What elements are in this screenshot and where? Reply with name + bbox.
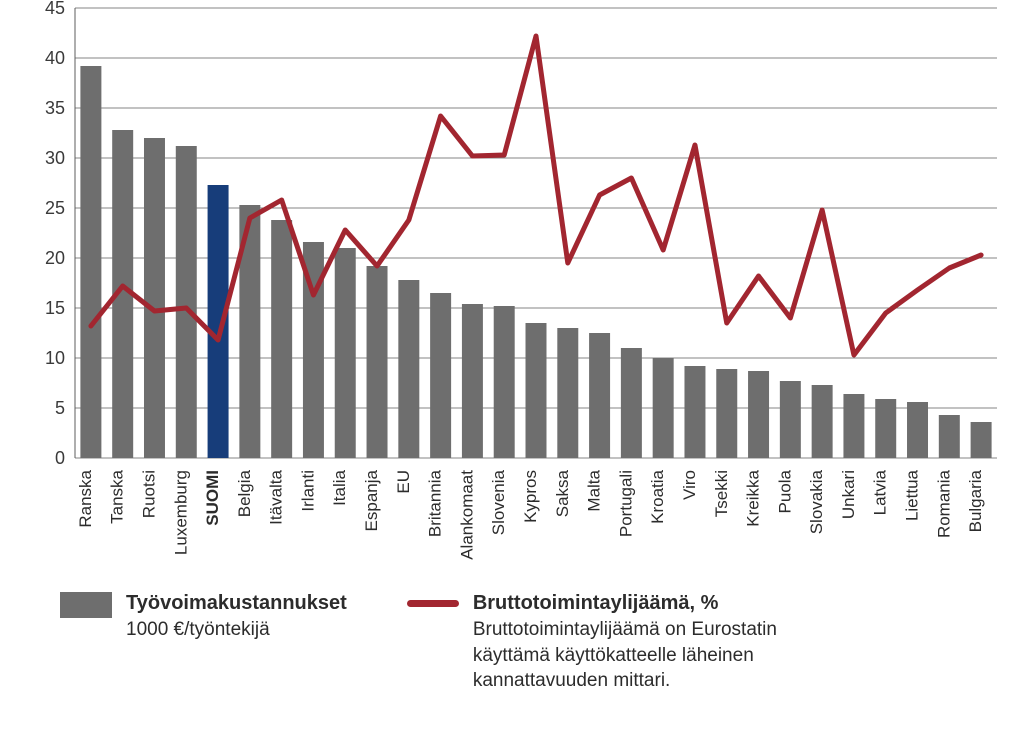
bar [462, 304, 483, 458]
x-category-label: Kroatia [648, 469, 667, 523]
x-category-label: Tanska [108, 469, 127, 523]
y-tick-label: 15 [45, 298, 65, 318]
legend: Työvoimakustannukset 1000 €/työntekijä B… [60, 590, 847, 694]
x-category-label: Tsekki [712, 470, 731, 517]
bar [271, 220, 292, 458]
legend-text-line: Bruttotoimintaylijäämä, % Bruttotoiminta… [473, 590, 847, 694]
bar [557, 328, 578, 458]
x-category-label: Saksa [553, 469, 572, 517]
x-category-label: Kreikka [744, 469, 763, 526]
legend-bar-title: Työvoimakustannukset [126, 592, 347, 614]
x-category-label: Britannia [426, 469, 445, 537]
bar [812, 385, 833, 458]
x-category-label: Alankomaat [457, 470, 476, 560]
x-category-label: Irlanti [298, 470, 317, 512]
x-category-label: Itävalta [267, 469, 286, 524]
x-category-label: Slovenia [489, 469, 508, 535]
bar [716, 369, 737, 458]
x-category-label: Puola [775, 469, 794, 513]
bar [367, 266, 388, 458]
y-tick-label: 40 [45, 48, 65, 68]
bar [780, 381, 801, 458]
bar [971, 422, 992, 458]
bar [335, 248, 356, 458]
legend-bar-sub: 1000 €/työntekijä [126, 619, 270, 640]
x-category-label: Espanja [362, 469, 381, 531]
bar [589, 333, 610, 458]
bar [526, 323, 547, 458]
combo-chart: 0 5 10 15 20 25 30 35 40 45 Ranska Tanska Ruotsi Luxe… [0, 0, 1024, 590]
x-category-label: Ranska [76, 469, 95, 527]
x-category-label: Bulgaria [966, 469, 985, 532]
x-category-label: Liettua [903, 469, 922, 521]
bar [430, 293, 451, 458]
bar [939, 415, 960, 458]
legend-swatch-bar [60, 592, 112, 618]
chart-container: 0 5 10 15 20 25 30 35 40 45 Ranska Tanska Ruotsi Luxe… [0, 0, 1024, 752]
legend-text-bars: Työvoimakustannukset 1000 €/työntekijä [126, 590, 347, 643]
legend-swatch-line [407, 600, 459, 607]
bar [398, 280, 419, 458]
bar [875, 399, 896, 458]
x-category-label: Luxemburg [171, 470, 190, 555]
bar [684, 366, 705, 458]
x-category-label: Ruotsi [139, 470, 158, 518]
x-category-label: Malta [585, 469, 604, 511]
x-category-label: SUOMI [203, 470, 222, 526]
x-category-label: Kypros [521, 470, 540, 523]
legend-line-title: Bruttotoimintaylijäämä, % [473, 592, 719, 614]
y-tick-label: 30 [45, 148, 65, 168]
bar [843, 394, 864, 458]
bar [176, 146, 197, 458]
bar [494, 306, 515, 458]
x-category-label: Slovakia [807, 469, 826, 534]
x-category-label: Latvia [871, 469, 890, 515]
bar [80, 66, 101, 458]
legend-item-line: Bruttotoimintaylijäämä, % Bruttotoiminta… [407, 590, 847, 694]
y-tick-label: 45 [45, 0, 65, 18]
x-category-label: Viro [680, 470, 699, 500]
bar [907, 402, 928, 458]
bar [144, 138, 165, 458]
x-category-label: Italia [330, 469, 349, 505]
legend-line-sub: Bruttotoimintaylijäämä on Eurostatin käy… [473, 619, 777, 691]
y-tick-label: 20 [45, 248, 65, 268]
x-category-label: Romania [934, 469, 953, 538]
x-category-label: EU [394, 470, 413, 494]
y-tick-label: 25 [45, 198, 65, 218]
y-tick-label: 0 [55, 448, 65, 468]
bar [621, 348, 642, 458]
x-category-label: Portugali [616, 470, 635, 537]
y-tick-label: 35 [45, 98, 65, 118]
legend-item-bars: Työvoimakustannukset 1000 €/työntekijä [60, 590, 347, 694]
bar [748, 371, 769, 458]
bar [653, 358, 674, 458]
y-tick-label: 10 [45, 348, 65, 368]
x-category-label: Unkari [839, 470, 858, 519]
y-tick-label: 5 [55, 398, 65, 418]
x-category-label: Belgia [235, 469, 254, 517]
